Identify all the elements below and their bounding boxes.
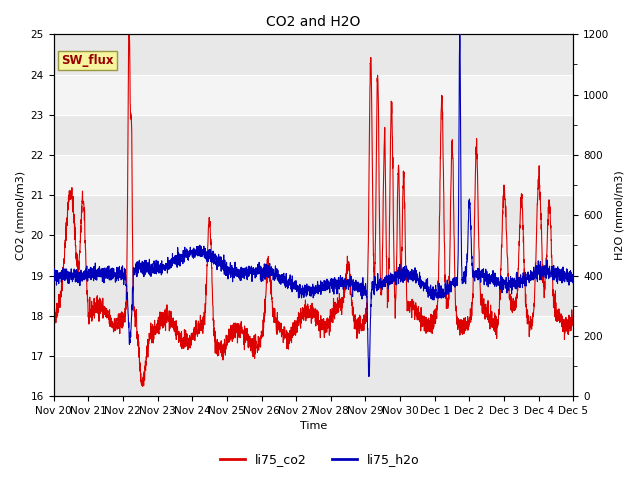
- X-axis label: Time: Time: [300, 421, 327, 432]
- Bar: [54, 155, 573, 195]
- Y-axis label: CO2 (mmol/m3): CO2 (mmol/m3): [15, 171, 25, 260]
- Bar: [54, 35, 573, 74]
- Bar: [54, 235, 573, 276]
- Bar: [54, 195, 573, 235]
- Bar: [54, 316, 573, 356]
- Text: SW_flux: SW_flux: [61, 54, 114, 67]
- Bar: [54, 115, 573, 155]
- Legend: li75_co2, li75_h2o: li75_co2, li75_h2o: [215, 448, 425, 471]
- Title: CO2 and H2O: CO2 and H2O: [266, 15, 361, 29]
- Bar: [54, 356, 573, 396]
- Bar: [54, 74, 573, 115]
- Bar: [54, 276, 573, 316]
- Y-axis label: H2O (mmol/m3): H2O (mmol/m3): [615, 170, 625, 260]
